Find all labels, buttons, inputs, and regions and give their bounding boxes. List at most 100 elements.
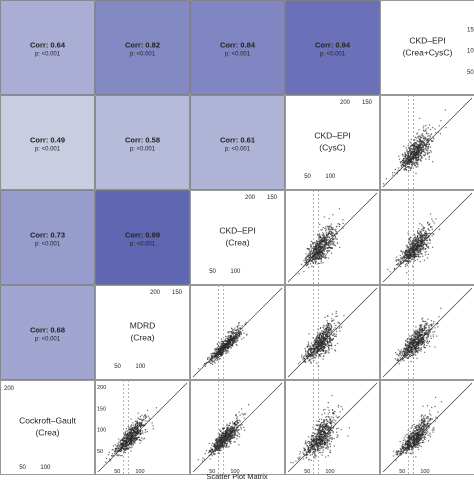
scatter-point xyxy=(313,252,315,254)
scatter-point xyxy=(415,142,417,144)
scatter-point xyxy=(420,155,422,157)
scatter-point xyxy=(320,251,322,253)
scatter-point xyxy=(410,247,412,249)
scatter-point xyxy=(410,167,413,170)
scatter-point xyxy=(118,444,120,446)
scatter-point xyxy=(129,446,131,448)
scatter-point xyxy=(318,250,320,252)
scatter-point xyxy=(308,360,310,362)
scatter-point xyxy=(403,258,406,260)
scatter-point xyxy=(422,225,424,228)
scatter-point xyxy=(419,237,422,239)
scatter-point xyxy=(322,246,324,248)
scatter-point xyxy=(231,344,233,346)
scatter-point xyxy=(416,154,418,156)
scatter-point xyxy=(413,156,415,158)
scatter-point xyxy=(312,349,314,351)
scatter-point xyxy=(317,241,319,243)
scatter-point xyxy=(326,345,328,347)
scatter-point xyxy=(401,253,404,255)
scatter-point xyxy=(125,430,127,432)
scatter-point xyxy=(238,429,240,431)
scatter-point xyxy=(417,243,419,245)
scatter-point xyxy=(336,225,338,228)
scatter-point xyxy=(312,350,314,352)
scatter-point xyxy=(226,427,228,429)
scatter-point xyxy=(403,162,405,164)
scatter-point xyxy=(233,425,236,427)
scatter-point xyxy=(138,439,140,441)
scatter-point xyxy=(125,448,127,450)
scatter-point xyxy=(318,242,320,245)
scatter-point xyxy=(233,342,235,344)
scatter-point xyxy=(239,332,241,334)
scatter-point xyxy=(330,338,332,340)
scatter-point xyxy=(416,351,419,353)
scatter-point xyxy=(426,344,428,347)
scatter-point xyxy=(130,418,132,420)
scatter-point xyxy=(423,336,425,338)
scatter-point xyxy=(303,270,305,273)
x-tick-label: 100 xyxy=(135,469,144,475)
scatter-point xyxy=(406,250,408,252)
scatter-point xyxy=(109,460,111,462)
scatter-point xyxy=(211,356,213,358)
scatter-point xyxy=(128,433,130,436)
scatter-point xyxy=(412,344,414,346)
scatter-point xyxy=(316,246,318,248)
scatter-point xyxy=(405,351,407,353)
x-tick-label: 50 xyxy=(19,465,26,471)
scatter-point xyxy=(414,235,416,237)
scatter-point xyxy=(220,351,222,353)
scatter-point xyxy=(415,159,417,161)
x-tick-label: 50 xyxy=(209,269,216,275)
scatter-point xyxy=(331,229,334,231)
scatter-point xyxy=(231,437,234,439)
scatter-point xyxy=(418,148,420,150)
scatter-point xyxy=(410,246,412,248)
scatter-point xyxy=(322,340,324,342)
scatter-point xyxy=(414,154,416,156)
scatter-point xyxy=(396,173,398,175)
scatter-point xyxy=(125,448,127,450)
scatter-point xyxy=(419,342,422,344)
scatter-point xyxy=(400,360,402,362)
scatter-point xyxy=(325,329,328,331)
scatter-point xyxy=(414,161,416,163)
scatter-point xyxy=(420,160,422,162)
scatter-point xyxy=(411,349,413,351)
scatter-point xyxy=(218,347,220,349)
scatter-point xyxy=(419,230,421,232)
scatter-point xyxy=(222,340,224,342)
scatter-point xyxy=(437,131,439,133)
scatter-point xyxy=(314,353,316,355)
scatter-points xyxy=(97,381,188,474)
scatter-point xyxy=(409,255,411,258)
scatter-point xyxy=(325,334,327,336)
scatter-point xyxy=(327,329,329,331)
scatter-point xyxy=(417,336,419,339)
scatter-point xyxy=(421,146,423,149)
scatter-point xyxy=(210,362,212,364)
scatter-point xyxy=(317,250,319,252)
scatter-point xyxy=(420,233,422,235)
scatter-point xyxy=(419,339,421,341)
scatter-point xyxy=(421,248,423,250)
scatter-point xyxy=(420,150,422,152)
scatter-point xyxy=(240,426,242,428)
scatter-point xyxy=(237,334,240,337)
panel-r1-c4 xyxy=(380,95,474,190)
scatter-point xyxy=(232,341,235,343)
scatter-point xyxy=(424,323,427,325)
scatter-point xyxy=(409,166,411,169)
scatter-point xyxy=(399,350,401,352)
scatter-point xyxy=(420,337,422,339)
scatter-point xyxy=(142,432,144,434)
scatter-point xyxy=(325,333,327,336)
scatter-point xyxy=(324,335,327,337)
scatter-point xyxy=(236,428,238,431)
scatter-point xyxy=(307,248,309,250)
scatter-point xyxy=(415,346,418,348)
scatter-point xyxy=(323,338,325,340)
scatter-point xyxy=(420,339,423,342)
